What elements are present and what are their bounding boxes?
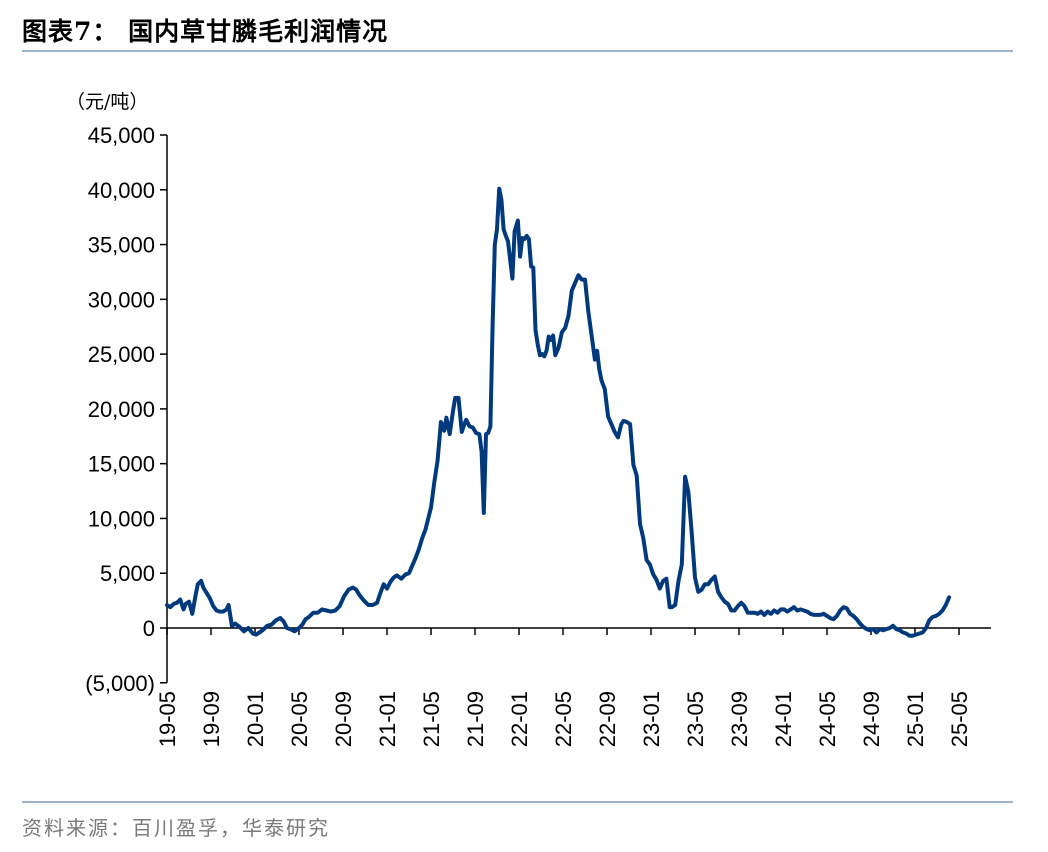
x-tick-label: 21-09 [463, 691, 488, 747]
source-note: 资料来源：百川盈孚，华泰研究 [22, 816, 330, 840]
source-divider [22, 801, 1013, 803]
y-tick-label: 25,000 [88, 342, 155, 367]
y-tick-label: 0 [143, 616, 155, 641]
y-tick-label: 5,000 [100, 561, 155, 586]
x-tick-label: 19-05 [155, 691, 180, 747]
x-tick-label: 23-01 [639, 691, 664, 747]
x-tick-label: 21-01 [375, 691, 400, 747]
y-tick-label: 40,000 [88, 178, 155, 203]
profit-series-line [165, 186, 952, 638]
title-divider [22, 50, 1013, 52]
x-tick-label: 25-01 [903, 691, 928, 747]
x-tick-label: 20-01 [243, 691, 268, 747]
x-tick-label: 21-05 [419, 691, 444, 747]
y-axis: (5,000) 0 5,000 10,000 15,000 20,000 25,000 30,… [85, 123, 168, 696]
x-tick-label: 20-05 [287, 691, 312, 747]
figure-title: 图表7： 国内草甘膦毛利润情况 [22, 17, 389, 46]
x-tick-label: 19-09 [199, 691, 224, 747]
y-tick-label: 35,000 [88, 233, 155, 258]
x-axis: 19-05 19-09 20-01 20-05 20-09 21-01 21-05 21-09… [155, 627, 991, 747]
x-tick-label: 22-05 [551, 691, 576, 747]
x-tick-label: 24-05 [815, 691, 840, 747]
x-tick-label: 22-09 [595, 691, 620, 747]
y-tick-label: 10,000 [88, 506, 155, 531]
x-tick-label: 23-09 [727, 691, 752, 747]
x-tick-label: 24-01 [771, 691, 796, 747]
y-tick-label: 20,000 [88, 397, 155, 422]
y-tick-label: 15,000 [88, 452, 155, 477]
x-tick-label: 22-01 [507, 691, 532, 747]
y-tick-label: 45,000 [88, 123, 155, 148]
x-tick-label: 24-09 [859, 691, 884, 747]
y-tick-label: (5,000) [85, 671, 155, 696]
y-tick-label: 30,000 [88, 287, 155, 312]
x-tick-label: 20-09 [331, 691, 356, 747]
x-tick-label: 25-05 [947, 691, 972, 747]
x-tick-label: 23-05 [683, 691, 708, 747]
y-axis-unit-label: （元/吨） [66, 91, 148, 113]
